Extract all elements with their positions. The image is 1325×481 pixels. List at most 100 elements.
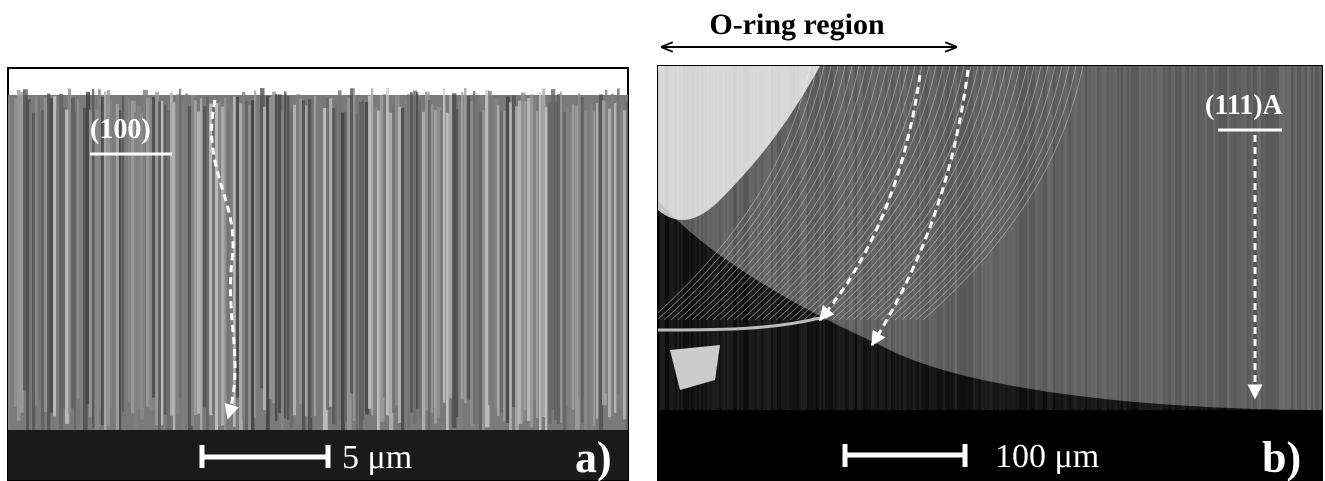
texture — [119, 110, 121, 447]
texture — [371, 88, 373, 415]
texture — [617, 88, 620, 393]
texture — [302, 100, 305, 431]
texture — [407, 94, 410, 427]
texture — [311, 95, 313, 417]
texture — [605, 90, 607, 393]
texture — [536, 111, 538, 418]
texture — [329, 98, 332, 406]
texture — [317, 102, 319, 411]
texture — [422, 112, 425, 432]
texture — [344, 112, 347, 423]
texture — [179, 89, 181, 399]
texture — [287, 96, 289, 419]
texture — [482, 110, 485, 444]
texture — [419, 101, 421, 417]
texture — [32, 113, 35, 444]
texture — [278, 94, 281, 413]
texture — [356, 113, 358, 452]
orientation-label: (100) — [90, 114, 151, 145]
texture — [503, 111, 506, 421]
texture — [185, 94, 188, 433]
figure: O-ring region (100) 5 μm a) (111)A 100 μ… — [0, 0, 1325, 481]
texture — [47, 94, 50, 430]
texture — [509, 102, 512, 436]
texture — [446, 113, 449, 451]
texture — [176, 94, 179, 414]
texture — [377, 110, 380, 443]
texture — [404, 99, 407, 433]
texture — [335, 104, 337, 426]
scale-label: 100 μm — [995, 438, 1099, 475]
texture — [293, 105, 296, 415]
texture — [431, 104, 434, 412]
texture — [443, 88, 445, 403]
texture — [236, 97, 239, 398]
texture — [41, 110, 44, 441]
texture — [248, 105, 251, 441]
texture — [581, 97, 584, 424]
texture — [269, 97, 272, 399]
figure-title: O-ring region — [709, 8, 885, 41]
texture — [497, 105, 499, 416]
texture — [572, 105, 574, 410]
texture — [467, 96, 470, 400]
texture — [299, 99, 302, 404]
texture — [614, 103, 616, 413]
texture — [101, 97, 104, 425]
page: O-ring region (100) 5 μm a) (111)A 100 μ… — [0, 0, 1325, 481]
texture — [479, 112, 482, 436]
texture — [254, 90, 256, 418]
texture — [608, 109, 611, 418]
texture — [152, 97, 155, 397]
texture — [215, 103, 218, 430]
texture — [242, 92, 245, 420]
texture — [11, 101, 13, 406]
texture — [164, 104, 167, 414]
texture — [8, 102, 10, 432]
texture — [587, 102, 590, 436]
texture — [194, 100, 197, 415]
texture — [560, 92, 562, 423]
texture — [284, 92, 286, 419]
texture — [491, 111, 494, 444]
texture — [305, 105, 308, 416]
texture — [281, 112, 283, 438]
panel-label: b) — [1262, 433, 1301, 481]
texture — [161, 101, 163, 425]
texture — [74, 112, 76, 438]
texture — [557, 94, 560, 424]
texture — [77, 99, 79, 399]
info-bar — [658, 430, 1322, 480]
texture — [461, 92, 463, 399]
texture — [197, 112, 200, 414]
texture — [434, 110, 437, 424]
texture — [578, 94, 580, 399]
texture — [383, 94, 386, 397]
panel-b: (111)A 100 μm b) — [650, 66, 1322, 481]
texture — [38, 97, 40, 400]
texture — [596, 103, 598, 419]
texture — [218, 102, 220, 426]
texture — [593, 111, 595, 426]
texture — [170, 92, 173, 415]
texture — [542, 89, 545, 417]
texture — [89, 110, 92, 417]
texture — [35, 96, 37, 405]
texture — [224, 98, 226, 432]
texture — [563, 112, 566, 445]
texture — [191, 95, 194, 426]
texture — [113, 106, 116, 409]
texture — [566, 106, 569, 406]
scale-label: 5 μm — [342, 439, 412, 476]
panel-label: a) — [575, 433, 612, 481]
texture — [56, 109, 59, 431]
texture — [353, 88, 355, 421]
panel-a: (100) 5 μm a) — [8, 68, 631, 481]
texture — [428, 100, 430, 435]
texture — [362, 100, 364, 420]
texture — [545, 107, 547, 434]
texture — [464, 88, 467, 403]
texture — [524, 101, 526, 410]
texture — [473, 91, 475, 424]
texture — [275, 94, 277, 421]
